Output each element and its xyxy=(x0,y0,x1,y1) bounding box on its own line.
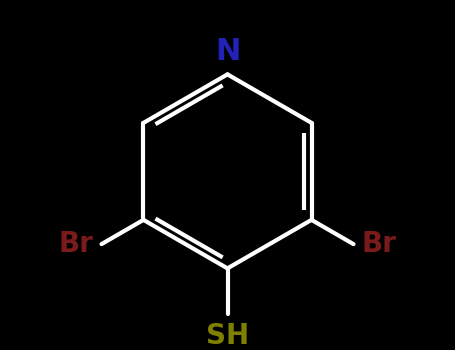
Text: SH: SH xyxy=(206,322,249,350)
Text: Br: Br xyxy=(59,230,93,258)
Text: N: N xyxy=(215,37,240,66)
Text: Br: Br xyxy=(362,230,396,258)
